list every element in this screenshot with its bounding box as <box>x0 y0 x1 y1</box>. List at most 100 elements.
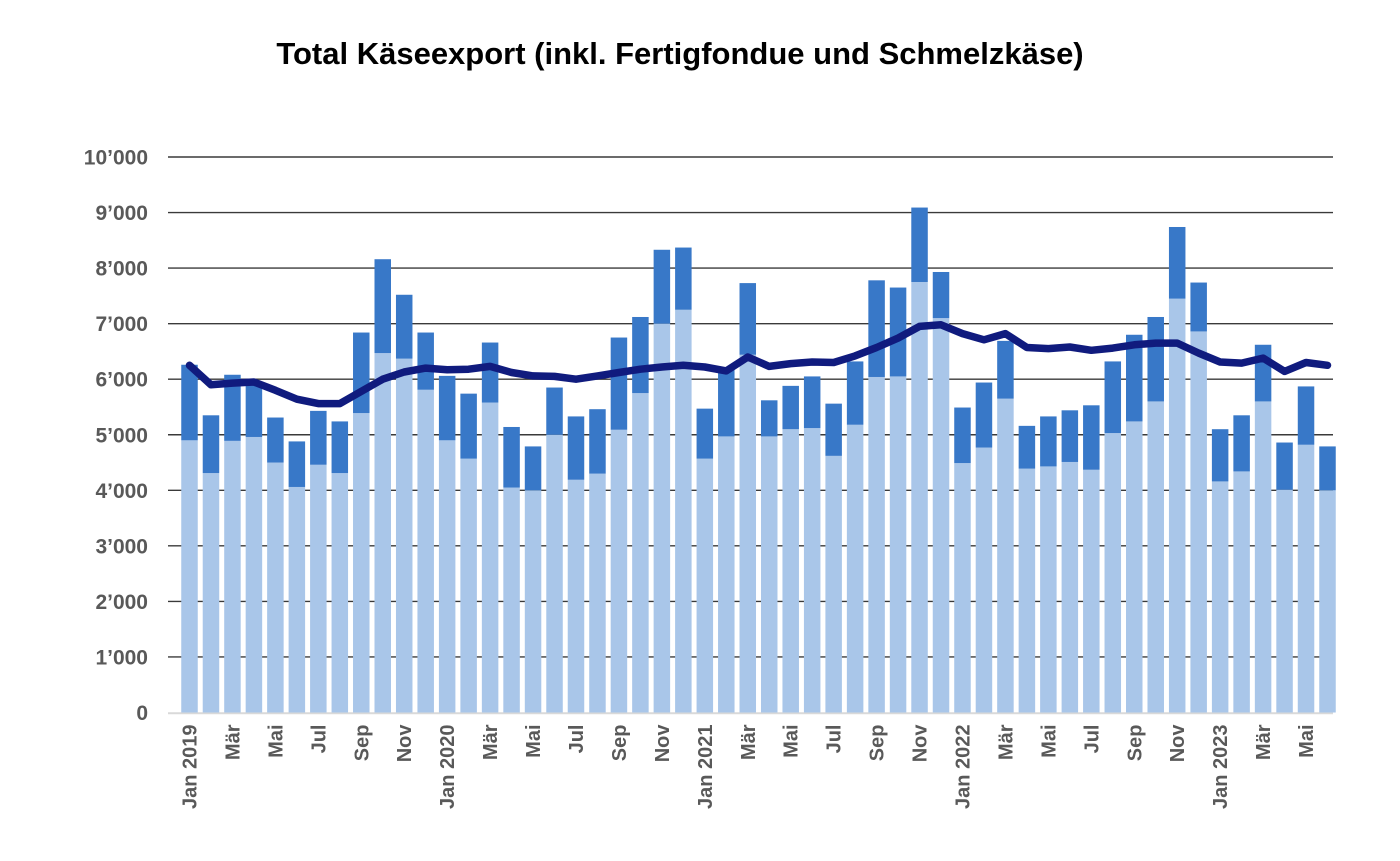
bar-segment-light <box>868 376 885 713</box>
x-tick-label: Nov <box>1167 724 1189 763</box>
bar-segment-light <box>1126 421 1143 713</box>
bar-segment-dark <box>653 249 671 324</box>
x-tick-label: Mai <box>265 725 287 758</box>
x-tick-label: Mai <box>1038 725 1060 758</box>
bar-segment-light <box>567 479 585 713</box>
bar-segment-light <box>267 462 284 713</box>
bar-segment-dark <box>1018 425 1036 469</box>
x-tick-label: Jul <box>1081 725 1103 754</box>
x-tick-label: Nov <box>910 724 932 763</box>
bar-segment-light <box>546 434 563 713</box>
bar-segment-light <box>1297 444 1315 713</box>
bar-segment-dark <box>782 385 799 430</box>
bar-segment-dark <box>632 316 649 394</box>
x-tick-label: Sep <box>867 725 889 762</box>
y-tick-label: 6’000 <box>95 369 148 392</box>
bar-segment-dark <box>760 400 778 437</box>
bar-segment-dark <box>997 340 1014 399</box>
bar-segment-dark <box>224 374 241 441</box>
x-tick-label: Mär <box>480 724 502 760</box>
x-tick-label: Nov <box>394 724 416 763</box>
bar-segment-dark <box>803 376 821 429</box>
x-tick-label: Sep <box>351 725 373 762</box>
bar-segment-dark <box>696 408 714 459</box>
x-tick-label: Mär <box>1253 724 1275 760</box>
bar-segment-dark <box>1083 405 1100 470</box>
bar-segment-light <box>245 436 263 713</box>
bar-segment-light <box>353 413 370 713</box>
bar-segment-light <box>675 309 692 713</box>
bar-segment-light <box>524 490 542 713</box>
y-tick-label: 5’000 <box>95 424 148 447</box>
bar-segment-light <box>1254 401 1272 713</box>
bar-segment-light <box>932 318 950 713</box>
bar-segment-dark <box>503 426 520 488</box>
x-tick-label: Mär <box>222 724 244 760</box>
trend-line <box>185 321 1332 408</box>
bar-segment-dark <box>310 410 327 465</box>
bar-segment-light <box>1018 468 1036 713</box>
bar-segment-dark <box>846 361 864 425</box>
bar-segment-light <box>481 402 499 713</box>
bar-segment-light <box>889 376 907 713</box>
y-tick-label: 4’000 <box>95 480 148 503</box>
bar-segment-light <box>224 440 241 713</box>
bar-segment-dark <box>610 337 628 430</box>
bar-segment-dark <box>353 332 370 414</box>
bar-segment-light <box>911 281 928 713</box>
x-tick-label: Mär <box>738 724 760 760</box>
bar-segment-light <box>1190 331 1207 713</box>
bar-segment-light <box>632 393 649 713</box>
bar-segment-dark <box>1061 410 1079 462</box>
bar-segment-light <box>696 458 714 713</box>
bar-segment-dark <box>395 294 413 359</box>
x-tick-label: Jul <box>824 725 846 754</box>
bar-segment-dark <box>868 280 885 377</box>
x-tick-label: Jan 2022 <box>952 725 974 810</box>
bar-segment-dark <box>1276 442 1293 490</box>
y-tick-label: 9’000 <box>95 202 148 225</box>
bar-segment-light <box>846 424 864 713</box>
y-tick-label: 0 <box>136 702 148 725</box>
bar-segment-light <box>417 389 434 713</box>
bar-segment-light <box>310 464 327 713</box>
bar-segment-light <box>288 486 306 713</box>
bar-segment-dark <box>954 407 971 464</box>
bar-segment-dark <box>718 368 735 437</box>
bar-segment-dark <box>889 287 907 377</box>
bar-segment-light <box>997 398 1014 713</box>
x-tick-label: Sep <box>609 725 631 762</box>
bar-segment-dark <box>1190 282 1207 332</box>
bar-segment-dark <box>331 421 349 474</box>
y-tick-label: 3’000 <box>95 535 148 558</box>
bar-segment-light <box>395 358 413 713</box>
bar-segment-light <box>202 473 220 713</box>
bar-segment-light <box>374 353 391 713</box>
bar-segment-dark <box>1297 386 1315 445</box>
bar-segment-light <box>825 455 842 713</box>
bar-segment-dark <box>1254 344 1272 402</box>
bar-segment-dark <box>1126 334 1143 422</box>
bar-segment-dark <box>1168 226 1186 299</box>
bar-segment-dark <box>374 259 391 354</box>
bar-segment-dark <box>460 393 477 459</box>
y-tick-label: 8’000 <box>95 258 148 281</box>
bar-segment-dark <box>1147 316 1164 402</box>
x-tick-label: Mär <box>995 724 1017 760</box>
bar-segment-dark <box>1040 416 1057 467</box>
x-tick-label: Jul <box>566 725 588 754</box>
bar-segment-dark <box>245 383 263 437</box>
bar-segment-light <box>438 440 456 713</box>
bar-segment-dark <box>438 375 456 441</box>
x-tick-label: Sep <box>1124 725 1146 762</box>
bar-segment-light <box>1233 471 1250 713</box>
bar-segment-light <box>503 487 520 713</box>
bar-segment-light <box>954 463 971 713</box>
bar-segment-dark <box>825 403 842 456</box>
bar-segment-light <box>1104 433 1122 713</box>
bar-segment-light <box>1168 298 1186 713</box>
bar-segment-dark <box>739 283 757 355</box>
bar-segment-light <box>1211 481 1229 713</box>
bar-segment-light <box>331 473 349 713</box>
